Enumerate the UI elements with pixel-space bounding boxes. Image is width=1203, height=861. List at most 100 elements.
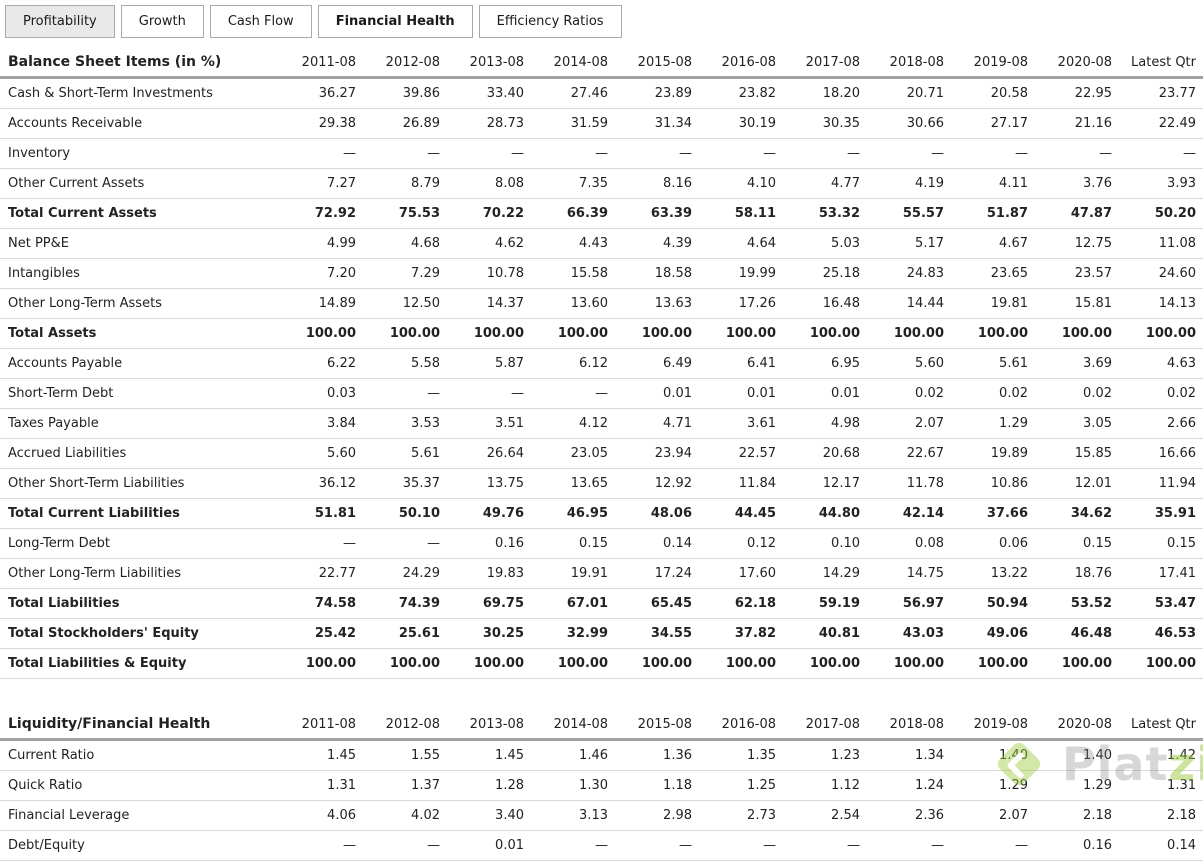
tab-financial-health[interactable]: Financial Health bbox=[317, 5, 473, 38]
balance-sheet-table: Balance Sheet Items (in %) 2011-08 2012-08… bbox=[0, 48, 1203, 679]
value-cell: 100.00 bbox=[977, 656, 1028, 671]
value-cell: 0.10 bbox=[831, 536, 860, 551]
value-cell: — bbox=[1015, 146, 1028, 161]
tab-cash-flow[interactable]: Cash Flow bbox=[209, 5, 312, 38]
tab-growth[interactable]: Growth bbox=[120, 5, 204, 38]
row-label: Taxes Payable bbox=[8, 416, 99, 431]
value-cell: 44.45 bbox=[734, 506, 776, 521]
value-cell: 5.17 bbox=[915, 236, 944, 251]
row-label: Accrued Liabilities bbox=[8, 446, 127, 461]
value-cell: 0.08 bbox=[915, 536, 944, 551]
value-cell: — bbox=[511, 146, 524, 161]
value-cell: 11.94 bbox=[1158, 476, 1196, 491]
value-cell: 0.02 bbox=[1083, 386, 1112, 401]
value-cell: 32.99 bbox=[566, 626, 608, 641]
value-cell: 24.83 bbox=[906, 266, 944, 281]
value-cell: 23.82 bbox=[738, 86, 776, 101]
row-label: Accounts Receivable bbox=[8, 116, 143, 131]
value-cell: 1.29 bbox=[999, 778, 1028, 793]
value-cell: 37.82 bbox=[734, 626, 776, 641]
value-cell: 15.85 bbox=[1074, 446, 1112, 461]
value-cell: 0.01 bbox=[495, 838, 524, 853]
value-cell: 29.38 bbox=[318, 116, 356, 131]
value-cell: 100.00 bbox=[641, 656, 692, 671]
value-cell: 12.50 bbox=[402, 296, 440, 311]
value-cell: 100.00 bbox=[1061, 326, 1112, 341]
value-cell: 18.20 bbox=[822, 86, 860, 101]
value-cell: 14.44 bbox=[906, 296, 944, 311]
column-header: 2020-08 bbox=[1057, 716, 1112, 732]
table-row: Total Liabilities 74.58 74.39 69.75 67.01 65.… bbox=[0, 589, 1203, 619]
value-cell: 56.97 bbox=[902, 596, 944, 611]
value-cell: 11.78 bbox=[906, 476, 944, 491]
value-cell: 50.10 bbox=[398, 506, 440, 521]
value-cell: 13.75 bbox=[486, 476, 524, 491]
value-cell: 4.99 bbox=[327, 236, 356, 251]
value-cell: 34.55 bbox=[650, 626, 692, 641]
value-cell: — bbox=[931, 838, 944, 853]
value-cell: — bbox=[847, 146, 860, 161]
value-cell: 5.61 bbox=[411, 446, 440, 461]
table-row: Accounts Payable 6.22 5.58 5.87 6.12 6.49 6.41… bbox=[0, 349, 1203, 379]
value-cell: 26.64 bbox=[486, 446, 524, 461]
value-cell: 5.87 bbox=[495, 356, 524, 371]
value-cell: 13.63 bbox=[654, 296, 692, 311]
tab-efficiency-ratios[interactable]: Efficiency Ratios bbox=[478, 5, 622, 38]
value-cell: 2.18 bbox=[1167, 808, 1196, 823]
value-cell: — bbox=[427, 386, 440, 401]
row-label: Total Current Liabilities bbox=[8, 506, 180, 521]
column-header: 2016-08 bbox=[721, 54, 776, 70]
value-cell: 49.76 bbox=[482, 506, 524, 521]
table-row: Quick Ratio 1.31 1.37 1.28 1.30 1.18 1.25 1.12 1… bbox=[0, 771, 1203, 801]
value-cell: 72.92 bbox=[314, 206, 356, 221]
table-row: Financial Leverage 4.06 4.02 3.40 3.13 2.98 2.… bbox=[0, 801, 1203, 831]
value-cell: 1.30 bbox=[579, 778, 608, 793]
table-row: Inventory — — — — — — — — — — — bbox=[0, 139, 1203, 169]
tab-profitability[interactable]: Profitability bbox=[5, 5, 115, 38]
value-cell: 100.00 bbox=[473, 326, 524, 341]
financial-tables: Balance Sheet Items (in %) 2011-08 2012-08… bbox=[0, 48, 1203, 861]
value-cell: 59.19 bbox=[818, 596, 860, 611]
value-cell: 100.00 bbox=[305, 326, 356, 341]
value-cell: 15.58 bbox=[570, 266, 608, 281]
value-cell: 30.35 bbox=[822, 116, 860, 131]
table-row: Intangibles 7.20 7.29 10.78 15.58 18.58 19.99 2… bbox=[0, 259, 1203, 289]
value-cell: 27.17 bbox=[990, 116, 1028, 131]
column-header: 2019-08 bbox=[973, 54, 1028, 70]
value-cell: — bbox=[763, 838, 776, 853]
value-cell: — bbox=[427, 536, 440, 551]
value-cell: 4.71 bbox=[663, 416, 692, 431]
value-cell: — bbox=[595, 146, 608, 161]
table-row: Total Assets 100.00 100.00 100.00 100.00 100.… bbox=[0, 319, 1203, 349]
value-cell: 20.58 bbox=[990, 86, 1028, 101]
value-cell: 23.94 bbox=[654, 446, 692, 461]
value-cell: 14.89 bbox=[318, 296, 356, 311]
value-cell: 1.40 bbox=[999, 748, 1028, 763]
value-cell: 100.00 bbox=[305, 656, 356, 671]
value-cell: 2.18 bbox=[1083, 808, 1112, 823]
value-cell: 4.64 bbox=[747, 236, 776, 251]
value-cell: 3.05 bbox=[1083, 416, 1112, 431]
value-cell: 1.31 bbox=[1167, 778, 1196, 793]
value-cell: 1.36 bbox=[663, 748, 692, 763]
value-cell: 5.60 bbox=[327, 446, 356, 461]
value-cell: 3.76 bbox=[1083, 176, 1112, 191]
value-cell: 10.86 bbox=[990, 476, 1028, 491]
value-cell: 23.77 bbox=[1158, 86, 1196, 101]
value-cell: 6.12 bbox=[579, 356, 608, 371]
value-cell: 26.89 bbox=[402, 116, 440, 131]
row-label: Quick Ratio bbox=[8, 778, 83, 793]
table-row: Taxes Payable 3.84 3.53 3.51 4.12 4.71 3.61 4.9… bbox=[0, 409, 1203, 439]
value-cell: 14.13 bbox=[1158, 296, 1196, 311]
value-cell: 4.63 bbox=[1167, 356, 1196, 371]
value-cell: 62.18 bbox=[734, 596, 776, 611]
value-cell: 6.49 bbox=[663, 356, 692, 371]
table-row: Accounts Receivable 29.38 26.89 28.73 31.59 3… bbox=[0, 109, 1203, 139]
value-cell: 51.87 bbox=[986, 206, 1028, 221]
value-cell: 17.60 bbox=[738, 566, 776, 581]
value-cell: 1.24 bbox=[915, 778, 944, 793]
value-cell: 22.67 bbox=[906, 446, 944, 461]
value-cell: — bbox=[763, 146, 776, 161]
value-cell: 100.00 bbox=[893, 656, 944, 671]
value-cell: 31.34 bbox=[654, 116, 692, 131]
